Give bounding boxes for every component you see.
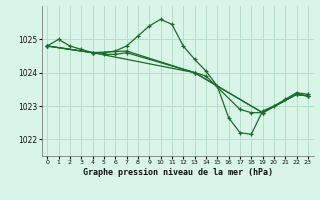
- X-axis label: Graphe pression niveau de la mer (hPa): Graphe pression niveau de la mer (hPa): [83, 168, 273, 177]
